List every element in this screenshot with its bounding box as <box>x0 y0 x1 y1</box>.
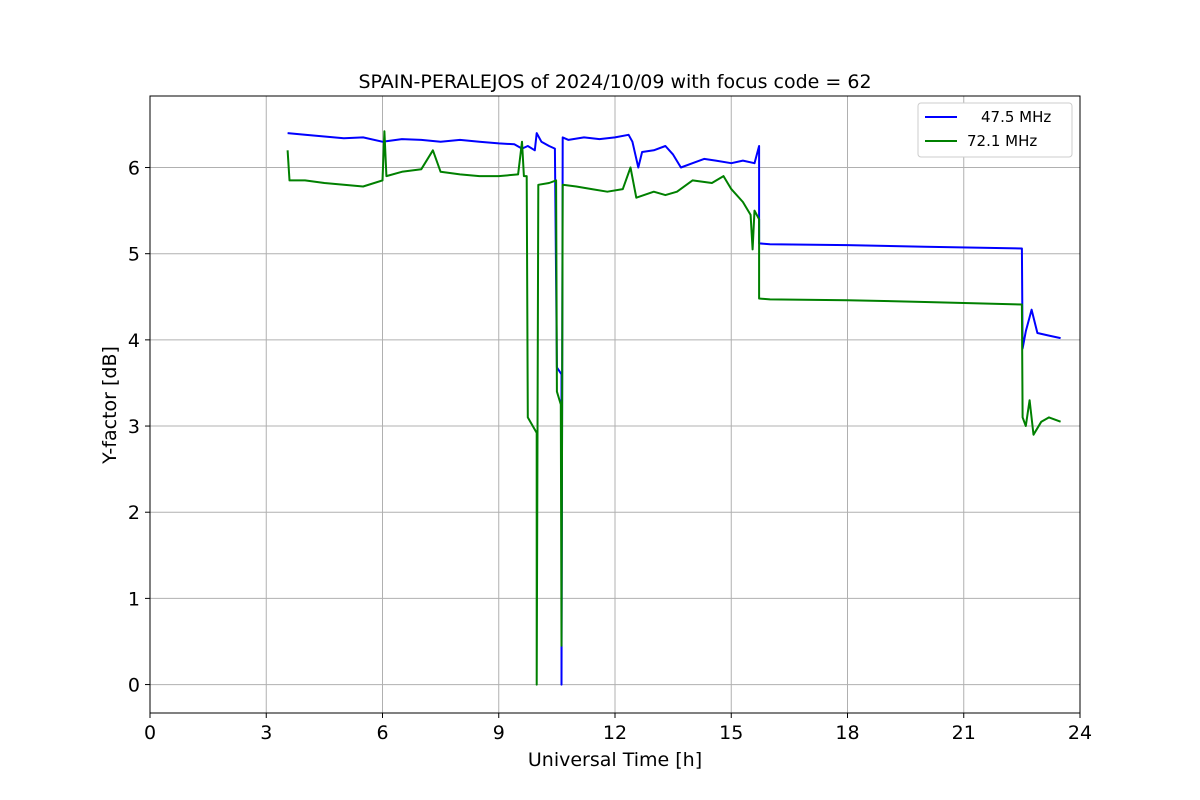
chart-title: SPAIN-PERALEJOS of 2024/10/09 with focus… <box>358 71 871 93</box>
legend-label-47-5-mhz: 47.5 MHz <box>981 108 1051 126</box>
x-axis: 0 3 6 9 12 15 18 21 24 <box>144 713 1092 744</box>
y-tick-label: 6 <box>128 158 140 180</box>
y-axis-label: Y-factor [dB] <box>99 346 121 465</box>
x-tick-label: 24 <box>1068 722 1092 744</box>
y-tick-label: 0 <box>128 675 140 697</box>
y-axis: 0 1 2 3 4 5 6 <box>128 158 150 697</box>
series-layer <box>286 130 1061 686</box>
legend: 47.5 MHz 72.1 MHz <box>917 102 1073 158</box>
x-axis-label: Universal Time [h] <box>528 749 702 771</box>
y-tick-label: 2 <box>128 502 140 524</box>
x-tick-label: 21 <box>952 722 976 744</box>
x-tick-label: 18 <box>835 722 859 744</box>
x-tick-label: 15 <box>719 722 743 744</box>
y-tick-label: 3 <box>128 416 140 438</box>
x-tick-label: 0 <box>144 722 156 744</box>
y-tick-label: 1 <box>128 588 140 610</box>
y-tick-label: 5 <box>128 244 140 266</box>
series-line-47-5-mhz <box>287 132 1061 686</box>
x-tick-label: 9 <box>493 722 505 744</box>
y-tick-label: 4 <box>128 330 140 352</box>
x-tick-label: 12 <box>603 722 627 744</box>
series-line-72-1-mhz <box>286 130 1061 686</box>
x-tick-label: 3 <box>260 722 272 744</box>
x-tick-label: 6 <box>376 722 388 744</box>
legend-label-72-1-mhz: 72.1 MHz <box>967 132 1037 150</box>
